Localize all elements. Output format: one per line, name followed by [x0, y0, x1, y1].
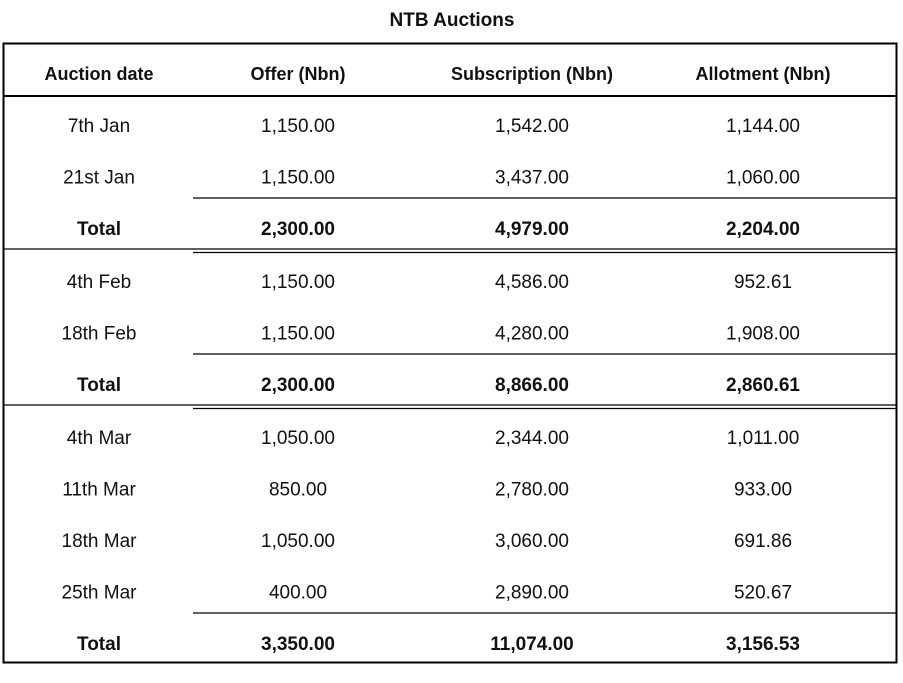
- row-value: 1,908.00: [726, 324, 800, 345]
- total-label: Total: [77, 375, 121, 396]
- row-value: 3,437.00: [495, 168, 569, 189]
- table-border: [2, 42, 898, 664]
- row-value: 1,011.00: [727, 428, 800, 449]
- row-value: 3,060.00: [495, 531, 569, 552]
- row-value: 400.00: [269, 583, 327, 604]
- row-value: 933.00: [734, 480, 792, 501]
- total-value: 2,860.61: [726, 375, 800, 396]
- table-title: NTB Auctions: [390, 10, 515, 31]
- row-value: 1,150.00: [261, 116, 335, 137]
- row-value: 520.67: [734, 583, 792, 604]
- row-date: 11th Mar: [62, 480, 136, 501]
- total-value: 2,300.00: [261, 375, 335, 396]
- row-value: 1,150.00: [261, 168, 335, 189]
- row-value: 1,060.00: [726, 168, 800, 189]
- row-value: 850.00: [269, 480, 327, 501]
- row-value: 691.86: [734, 531, 792, 552]
- total-value: 3,350.00: [261, 634, 335, 655]
- row-value: 2,780.00: [495, 480, 569, 501]
- row-value: 1,144.00: [726, 116, 800, 137]
- total-value: 2,300.00: [261, 219, 335, 240]
- row-date: 21st Jan: [63, 168, 135, 189]
- row-date: 4th Feb: [67, 272, 131, 293]
- row-date: 7th Jan: [68, 116, 130, 137]
- column-header: Allotment (Nbn): [696, 64, 831, 84]
- total-value: 8,866.00: [495, 375, 569, 396]
- total-label: Total: [77, 219, 121, 240]
- row-value: 2,890.00: [495, 583, 569, 604]
- row-value: 2,344.00: [495, 428, 569, 449]
- row-date: 4th Mar: [67, 428, 132, 449]
- row-date: 18th Feb: [62, 324, 137, 345]
- row-value: 1,150.00: [261, 272, 335, 293]
- total-value: 11,074.00: [490, 634, 573, 655]
- total-label: Total: [77, 634, 121, 655]
- total-value: 3,156.53: [726, 634, 800, 655]
- row-value: 952.61: [734, 272, 792, 293]
- row-value: 4,280.00: [495, 324, 569, 345]
- row-value: 1,150.00: [261, 324, 335, 345]
- column-header: Subscription (Nbn): [451, 64, 613, 84]
- row-value: 1,050.00: [261, 428, 335, 449]
- row-date: 18th Mar: [62, 531, 138, 552]
- column-header: Auction date: [44, 64, 153, 84]
- total-value: 4,979.00: [495, 219, 569, 240]
- row-date: 25th Mar: [62, 583, 138, 604]
- row-value: 1,542.00: [495, 116, 569, 137]
- row-value: 4,586.00: [495, 272, 569, 293]
- row-value: 1,050.00: [261, 531, 335, 552]
- column-header: Offer (Nbn): [251, 64, 346, 84]
- total-value: 2,204.00: [726, 219, 800, 240]
